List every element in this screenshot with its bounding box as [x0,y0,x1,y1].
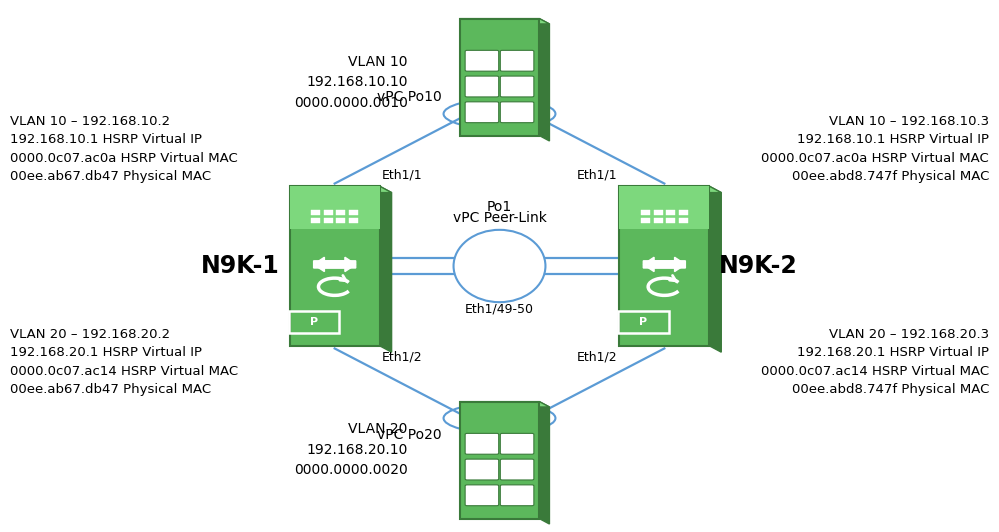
Polygon shape [380,186,392,352]
Bar [324,210,333,214]
Bar [290,186,380,346]
Bar [460,19,539,136]
FancyBboxPatch shape [500,51,533,71]
FancyArrow shape [643,257,685,272]
Bar [619,186,709,229]
Text: vPC Po20: vPC Po20 [377,428,442,442]
Bar [653,210,662,214]
Text: Eth1/49-50: Eth1/49-50 [465,302,534,315]
Bar [349,210,358,214]
Polygon shape [460,402,549,407]
FancyBboxPatch shape [466,76,499,97]
Polygon shape [290,186,392,193]
Text: vPC Peer-Link: vPC Peer-Link [453,211,546,225]
Bar [678,218,687,223]
Bar [349,218,358,223]
Bar [312,218,321,223]
Text: Eth1/1: Eth1/1 [576,169,617,182]
FancyBboxPatch shape [500,76,533,97]
Bar [653,218,662,223]
FancyBboxPatch shape [466,51,499,71]
Text: VLAN 20
192.168.20.10
0000.0000.0020: VLAN 20 192.168.20.10 0000.0000.0020 [294,422,408,477]
Text: P: P [310,317,318,327]
Text: Eth1/2: Eth1/2 [382,350,423,363]
Text: Eth1/2: Eth1/2 [576,350,617,363]
Bar [678,210,687,214]
Bar [324,218,333,223]
FancyArrow shape [314,257,356,272]
FancyBboxPatch shape [466,102,499,123]
FancyArrow shape [643,257,685,272]
Text: N9K-2: N9K-2 [719,254,798,278]
Text: vPC Po10: vPC Po10 [377,90,442,104]
Bar [289,311,339,333]
Text: VLAN 10
192.168.10.10
0000.0000.0010: VLAN 10 192.168.10.10 0000.0000.0010 [294,55,408,110]
FancyBboxPatch shape [466,434,499,454]
Text: Po1: Po1 [487,200,512,214]
FancyArrow shape [314,257,356,272]
Bar [460,402,539,519]
Text: Eth1/1: Eth1/1 [382,169,423,182]
Bar [666,218,675,223]
Polygon shape [709,186,721,352]
FancyBboxPatch shape [466,459,499,480]
Text: VLAN 10 – 192.168.10.3
192.168.10.1 HSRP Virtual IP
0000.0c07.ac0a HSRP Virtual : VLAN 10 – 192.168.10.3 192.168.10.1 HSRP… [761,115,989,183]
Bar [312,210,321,214]
Bar [290,186,380,229]
Bar [337,210,346,214]
FancyBboxPatch shape [500,459,533,480]
FancyBboxPatch shape [466,485,499,506]
Bar [641,210,650,214]
Bar [618,311,668,333]
Bar [641,218,650,223]
Bar [337,218,346,223]
Polygon shape [619,186,721,193]
FancyBboxPatch shape [500,434,533,454]
Text: N9K-1: N9K-1 [201,254,280,278]
Text: VLAN 10 – 192.168.10.2
192.168.10.1 HSRP Virtual IP
0000.0c07.ac0a HSRP Virtual : VLAN 10 – 192.168.10.2 192.168.10.1 HSRP… [10,115,238,183]
Polygon shape [460,19,549,24]
Polygon shape [539,402,549,524]
Bar [619,186,709,346]
Text: VLAN 20 – 192.168.20.2
192.168.20.1 HSRP Virtual IP
0000.0c07.ac14 HSRP Virtual : VLAN 20 – 192.168.20.2 192.168.20.1 HSRP… [10,328,238,396]
Polygon shape [539,19,549,141]
Bar [666,210,675,214]
Text: P: P [639,317,647,327]
FancyBboxPatch shape [500,485,533,506]
FancyBboxPatch shape [500,102,533,123]
Text: VLAN 20 – 192.168.20.3
192.168.20.1 HSRP Virtual IP
0000.0c07.ac14 HSRP Virtual : VLAN 20 – 192.168.20.3 192.168.20.1 HSRP… [761,328,989,396]
